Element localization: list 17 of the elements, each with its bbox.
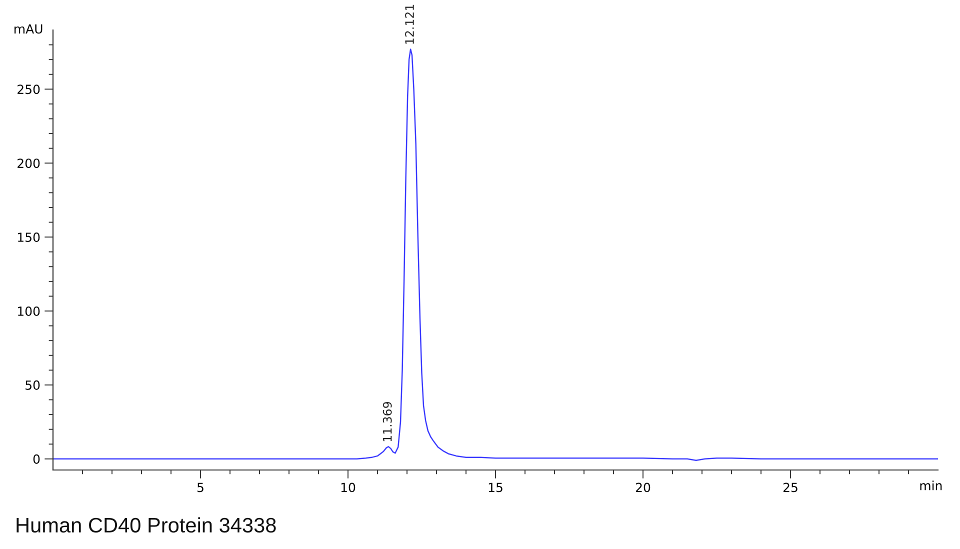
x-axis-title: min bbox=[920, 480, 942, 490]
y-axis-title: mAU bbox=[14, 24, 42, 34]
annotation: 12.121 bbox=[405, 4, 414, 44]
line-series bbox=[53, 48, 938, 462]
text: Human CD40 Protein 34338 bbox=[16, 517, 276, 533]
y-tick-label: 150 bbox=[18, 232, 40, 242]
x-tick-label: 15 bbox=[488, 482, 502, 492]
x-tick-label: 5 bbox=[197, 482, 204, 492]
x-tick-label: 25 bbox=[783, 482, 798, 492]
y-tick-label: 100 bbox=[18, 306, 40, 316]
y-tick-label: 200 bbox=[18, 158, 40, 168]
x-tick-label: 10 bbox=[341, 482, 356, 492]
y-tick-label: 50 bbox=[26, 380, 40, 390]
y-tick-label: 250 bbox=[18, 84, 40, 94]
y-tick-label: 0 bbox=[33, 454, 40, 464]
x-tick-label: 20 bbox=[636, 482, 650, 492]
annotation: 11.369 bbox=[382, 402, 392, 442]
